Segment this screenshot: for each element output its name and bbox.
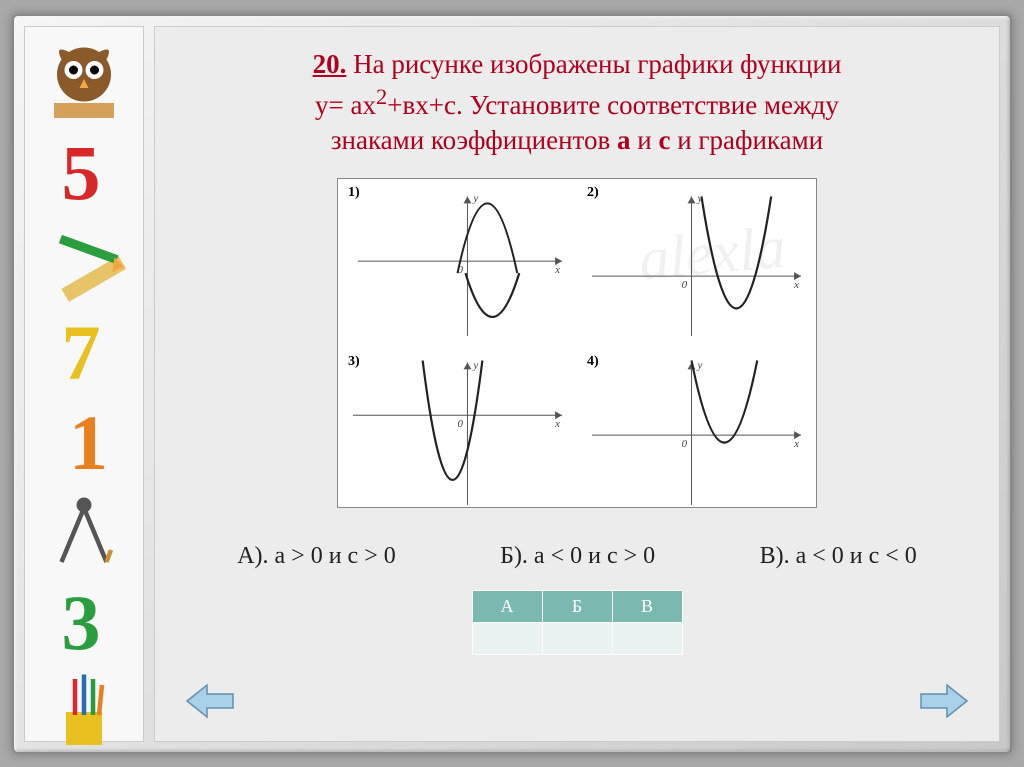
- svg-text:0: 0: [682, 438, 688, 450]
- svg-text:5: 5: [62, 129, 101, 216]
- option-C: В). а < 0 и c < 0: [760, 543, 917, 570]
- digit-7-icon: 7: [39, 307, 129, 397]
- answer-options: А). а > 0 и с > 0 Б). a < 0 и с > 0 В). …: [185, 543, 969, 570]
- th-A: А: [472, 590, 542, 622]
- owl-icon: [39, 37, 129, 127]
- title-sup: 2: [376, 84, 387, 109]
- title-l2-pre: у= ах: [315, 90, 376, 120]
- th-C: В: [612, 590, 682, 622]
- svg-text:3: 3: [62, 579, 101, 666]
- digit-1-icon: 1: [39, 397, 129, 487]
- svg-text:x: x: [793, 438, 799, 450]
- title-mid: и: [631, 125, 659, 155]
- slide-frame: 5 7 1 3 20. На рисунке изображены график…: [12, 14, 1012, 754]
- cell-C[interactable]: [612, 622, 682, 654]
- svg-text:y: y: [472, 360, 478, 372]
- cell-B[interactable]: [542, 622, 612, 654]
- graph-4-label: 4): [587, 354, 599, 370]
- title-line1: На рисунке изображены графики функции: [353, 49, 841, 79]
- option-A: А). а > 0 и с > 0: [237, 543, 396, 570]
- digit-5-icon: 5: [39, 127, 129, 217]
- graph-3: 3) y x 0: [338, 348, 577, 517]
- prev-arrow[interactable]: [185, 681, 235, 721]
- title-l3-post: и графиками: [670, 125, 823, 155]
- th-B: Б: [542, 590, 612, 622]
- svg-text:x: x: [554, 418, 560, 430]
- title-bold-c: с: [658, 125, 670, 155]
- graph-3-label: 3): [348, 354, 360, 370]
- next-arrow[interactable]: [919, 681, 969, 721]
- title-bold-a: а: [617, 125, 631, 155]
- digit-3-icon: 3: [39, 577, 129, 667]
- title-l3-pre: знаками коэффициентов: [331, 125, 617, 155]
- title-l2-post: +вх+с. Установите соответствие между: [387, 90, 839, 120]
- pencil-cup-icon: [39, 667, 129, 757]
- graph-1-label: 1): [348, 185, 360, 201]
- main-content: 20. На рисунке изображены графики функци…: [154, 26, 1000, 742]
- graph-2-label: 2): [587, 185, 599, 201]
- answer-table: А Б В: [472, 590, 683, 655]
- graphs-grid: alexla 1) y x 0: [337, 178, 817, 508]
- graph-2: 2) y x 0: [577, 179, 816, 348]
- compass-icon: [39, 487, 129, 577]
- svg-text:7: 7: [62, 309, 101, 396]
- decor-sidebar: 5 7 1 3: [24, 26, 144, 742]
- axis-x: x: [554, 264, 560, 276]
- question-title: 20. На рисунке изображены графики функци…: [313, 47, 842, 158]
- svg-text:x: x: [793, 279, 799, 291]
- graph-1: 1) y x 0: [338, 179, 577, 348]
- cell-A[interactable]: [472, 622, 542, 654]
- graph-4: 4) y x 0: [577, 348, 816, 517]
- svg-text:1: 1: [69, 399, 108, 486]
- svg-text:0: 0: [458, 418, 464, 430]
- pencil-ruler-icon: [39, 217, 129, 307]
- svg-text:y: y: [696, 360, 702, 372]
- question-number: 20.: [313, 49, 347, 79]
- axis-y: y: [472, 192, 478, 204]
- option-B: Б). a < 0 и с > 0: [500, 543, 655, 570]
- svg-text:0: 0: [682, 279, 688, 291]
